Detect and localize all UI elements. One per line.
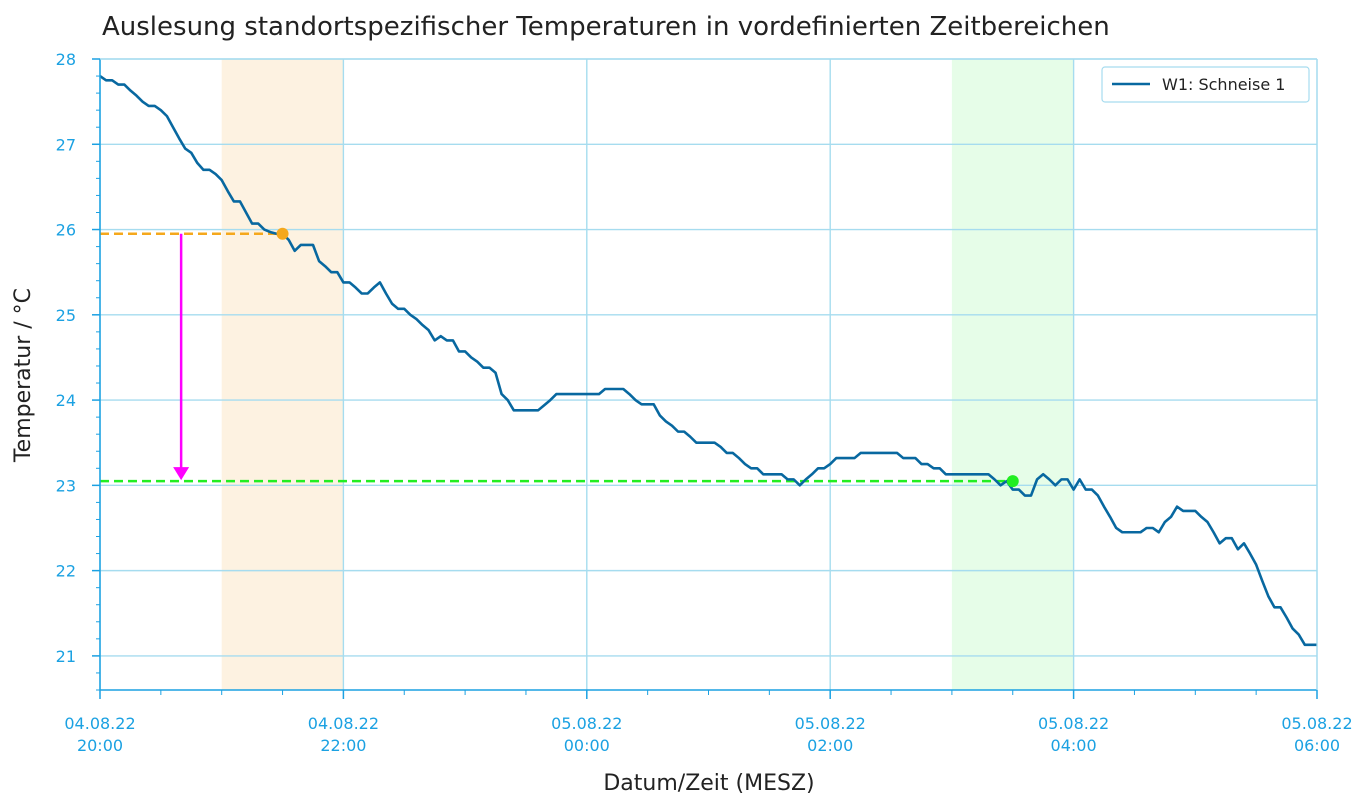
y-tick-label-25: 25 <box>56 306 76 325</box>
reference-lines <box>100 232 1013 483</box>
shaded-ranges <box>221 59 1074 690</box>
series-layer <box>99 74 1317 647</box>
y-tick-label-24: 24 <box>56 391 76 410</box>
x-tick-date-2: 05.08.22 <box>551 714 622 733</box>
series-line-1 <box>99 74 1317 647</box>
x-tick-time-4: 04:00 <box>1051 736 1097 755</box>
marker-point-2 <box>1006 475 1019 488</box>
x-tick-date-3: 05.08.22 <box>795 714 866 733</box>
marker-layer <box>276 227 1019 488</box>
shaded-range-1 <box>221 59 344 690</box>
x-tick-date-0: 04.08.22 <box>64 714 135 733</box>
legend-box <box>1101 66 1310 103</box>
y-axis-label: Temperatur / °C <box>11 288 36 463</box>
x-tick-date-5: 05.08.22 <box>1281 714 1352 733</box>
x-tick-time-2: 00:00 <box>564 736 610 755</box>
y-tick-label-26: 26 <box>56 221 76 240</box>
marker-point-1 <box>276 227 289 240</box>
arrow-layer <box>173 233 190 481</box>
y-tick-label-22: 22 <box>56 562 76 581</box>
y-tick-label-23: 23 <box>56 476 76 495</box>
x-tick-time-5: 06:00 <box>1294 736 1340 755</box>
legend-label-1: W1: Schneise 1 <box>1162 75 1285 94</box>
shaded-range-2 <box>951 59 1074 690</box>
x-tick-time-1: 22:00 <box>320 736 366 755</box>
axes <box>92 58 1318 699</box>
y-tick-label-28: 28 <box>56 50 76 69</box>
x-axis-label: Datum/Zeit (MESZ) <box>603 771 814 796</box>
y-tick-labels: 21 22 23 24 25 26 27 28 <box>56 50 76 666</box>
x-tick-time-3: 02:00 <box>807 736 853 755</box>
chart-title: Auslesung standortspezifischer Temperatu… <box>102 12 1110 42</box>
arrow-head <box>173 467 190 481</box>
y-tick-label-21: 21 <box>56 647 76 666</box>
x-tick-date-1: 04.08.22 <box>308 714 379 733</box>
x-tick-labels: 04.08.22 20:00 04.08.22 22:00 05.08.22 00:00 0… <box>64 714 1352 755</box>
x-tick-time-0: 20:00 <box>77 736 123 755</box>
y-tick-label-27: 27 <box>56 135 76 154</box>
x-tick-date-4: 05.08.22 <box>1038 714 1109 733</box>
legend: W1: Schneise 1 <box>1101 66 1310 103</box>
